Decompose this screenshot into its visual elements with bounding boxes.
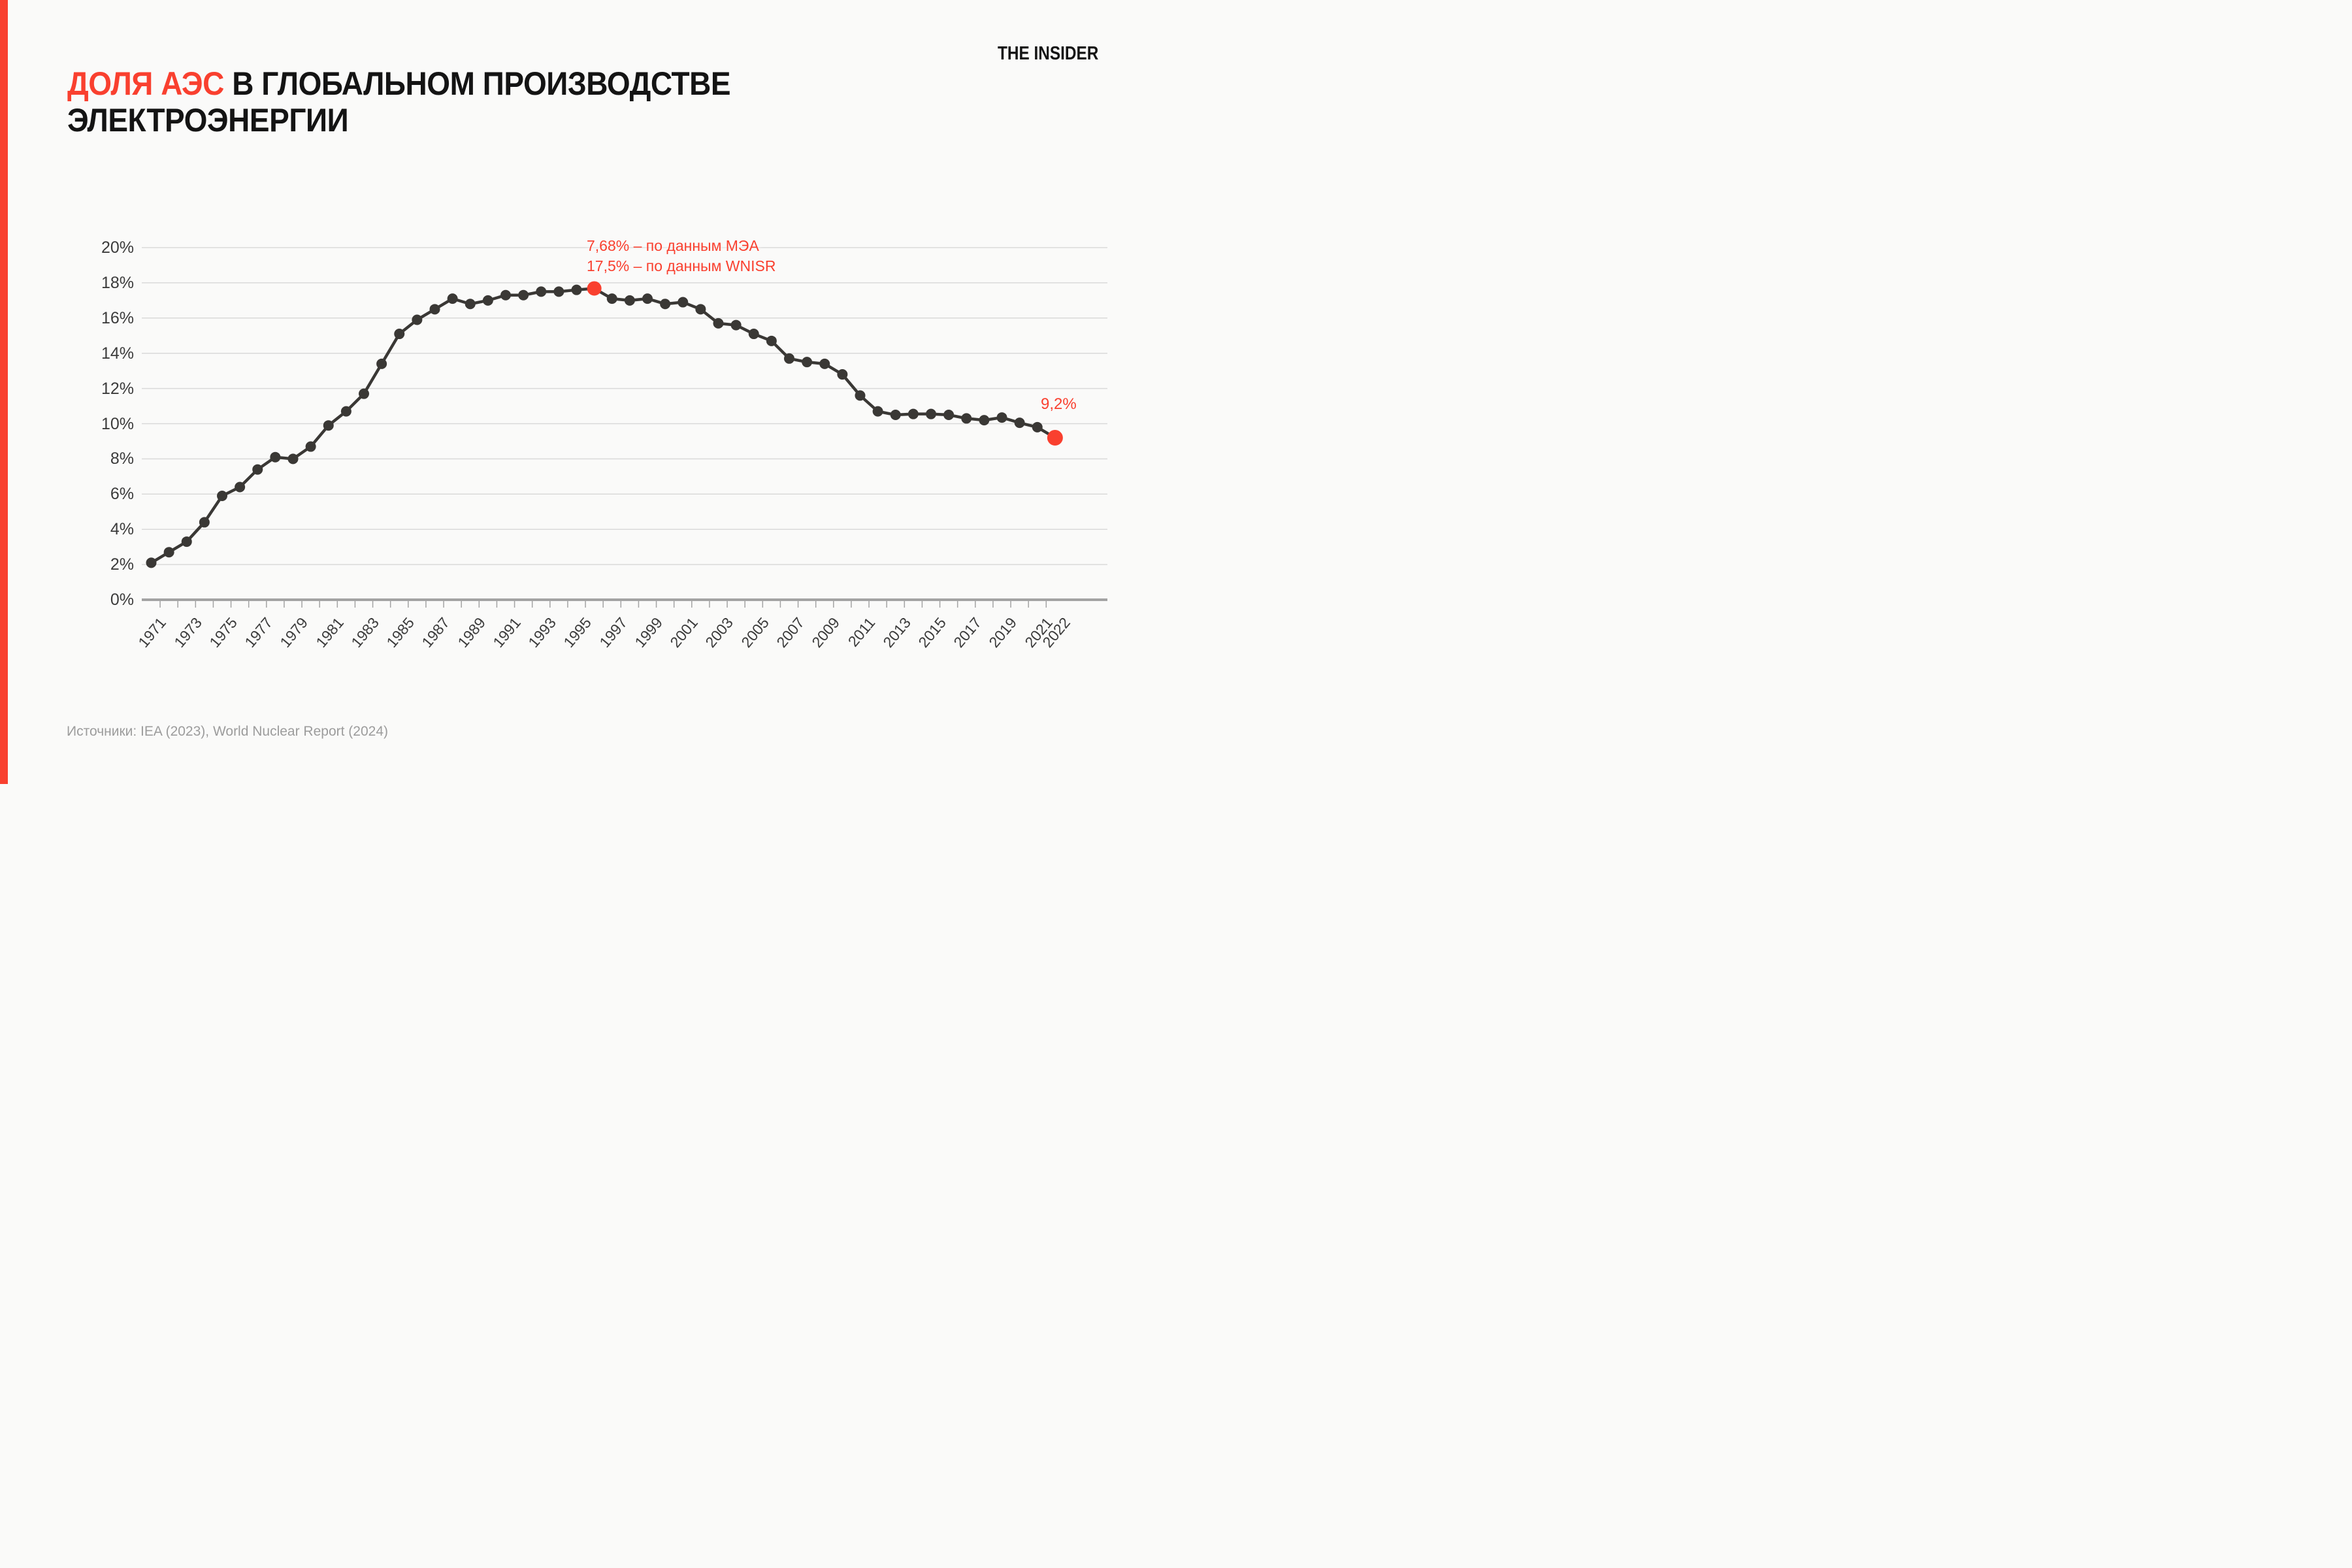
data-point bbox=[146, 557, 157, 568]
source-note: Источники: IEA (2023), World Nuclear Rep… bbox=[67, 724, 389, 739]
data-point bbox=[553, 286, 564, 297]
y-axis-label: 10% bbox=[101, 414, 134, 433]
y-axis-label: 4% bbox=[110, 520, 134, 539]
peak-annotation-line-1: 7,68% – по данным МЭА bbox=[587, 237, 759, 254]
data-point bbox=[890, 410, 901, 421]
title-rest: В ГЛОБАЛЬНОМ ПРОИЗВОДСТВЕ bbox=[232, 65, 731, 102]
data-point bbox=[943, 410, 955, 421]
end-value-label: 9,2% bbox=[1041, 395, 1077, 413]
y-axis-label: 8% bbox=[110, 449, 134, 468]
y-axis-label: 14% bbox=[101, 344, 134, 363]
data-point bbox=[872, 406, 883, 417]
page-title: ДОЛЯ АЭС В ГЛОБАЛЬНОМ ПРОИЗВОДСТВЕ ЭЛЕКТ… bbox=[67, 65, 731, 139]
data-point bbox=[606, 293, 617, 304]
data-point bbox=[642, 293, 653, 304]
data-point bbox=[536, 286, 547, 297]
data-point bbox=[270, 451, 281, 463]
data-point-highlight bbox=[1047, 430, 1063, 446]
data-point bbox=[394, 329, 405, 340]
data-point bbox=[678, 297, 689, 308]
data-point bbox=[482, 295, 493, 306]
y-axis-label: 18% bbox=[101, 273, 134, 292]
data-point bbox=[217, 490, 227, 501]
data-point bbox=[802, 357, 813, 368]
data-point bbox=[181, 536, 192, 547]
data-point bbox=[412, 314, 423, 325]
data-point bbox=[961, 413, 972, 424]
data-point bbox=[287, 453, 299, 465]
data-point bbox=[376, 358, 387, 369]
data-point bbox=[305, 441, 316, 452]
data-point bbox=[979, 415, 990, 426]
y-axis-label: 6% bbox=[110, 485, 134, 504]
data-point bbox=[500, 289, 511, 301]
brand-accent-bar bbox=[0, 0, 8, 784]
data-point bbox=[766, 335, 777, 346]
data-point bbox=[447, 293, 458, 304]
data-point bbox=[660, 299, 671, 310]
data-point bbox=[1032, 421, 1043, 433]
line-chart bbox=[142, 247, 1107, 608]
data-point bbox=[465, 299, 476, 310]
data-point bbox=[695, 304, 706, 315]
data-point bbox=[748, 329, 759, 340]
data-point bbox=[199, 517, 210, 528]
data-line bbox=[150, 287, 1057, 564]
data-point bbox=[819, 358, 830, 369]
data-point bbox=[163, 547, 174, 558]
data-point bbox=[784, 353, 794, 364]
y-axis-label: 2% bbox=[110, 555, 134, 574]
data-point bbox=[713, 318, 724, 329]
y-axis-label: 20% bbox=[101, 238, 134, 257]
data-point bbox=[624, 295, 635, 306]
title-highlight: ДОЛЯ АЭС bbox=[67, 65, 224, 102]
data-point bbox=[359, 388, 369, 399]
data-point bbox=[926, 408, 936, 419]
data-point bbox=[429, 304, 440, 315]
data-point bbox=[1014, 417, 1025, 429]
data-point bbox=[518, 289, 529, 301]
peak-annotation-line-2: 17,5% – по данным WNISR bbox=[587, 257, 776, 274]
y-axis-label: 0% bbox=[110, 591, 134, 609]
data-point bbox=[907, 408, 919, 419]
data-point bbox=[252, 464, 263, 475]
logo: THE INSIDER bbox=[998, 43, 1099, 64]
title-line-2: ЭЛЕКТРОЭНЕРГИИ bbox=[67, 102, 349, 139]
data-point bbox=[323, 420, 334, 431]
data-point bbox=[340, 406, 351, 417]
data-point bbox=[571, 284, 582, 295]
data-point bbox=[855, 390, 866, 401]
y-axis-label: 16% bbox=[101, 308, 134, 327]
data-point bbox=[837, 369, 848, 380]
peak-annotation: 7,68% – по данным МЭА 17,5% – по данным … bbox=[587, 236, 776, 276]
data-point bbox=[235, 482, 246, 493]
y-axis-label: 12% bbox=[101, 379, 134, 398]
data-point bbox=[996, 412, 1007, 423]
data-point bbox=[730, 319, 742, 331]
data-point-highlight bbox=[587, 281, 602, 296]
title-line-1: ДОЛЯ АЭС В ГЛОБАЛЬНОМ ПРОИЗВОДСТВЕ bbox=[67, 65, 731, 102]
